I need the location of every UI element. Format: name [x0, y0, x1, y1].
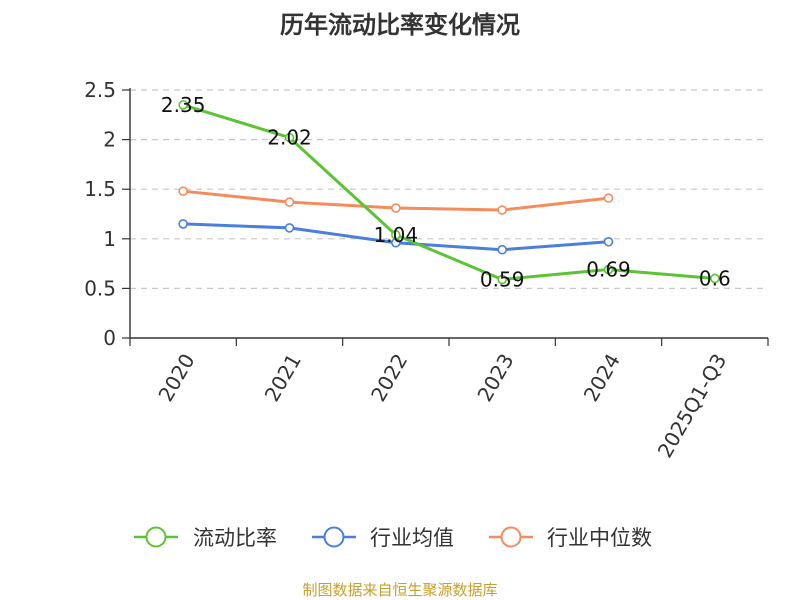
chart-title: 历年流动比率变化情况 [280, 11, 520, 39]
y-tick-label: 0 [103, 326, 116, 350]
data-point[interactable] [391, 203, 401, 213]
legend-label: 行业中位数 [547, 526, 652, 550]
legend-item[interactable]: 流动比率 [134, 526, 277, 550]
data-label: 0.59 [480, 267, 525, 291]
legend-label: 流动比率 [193, 526, 277, 550]
data-point[interactable] [710, 273, 720, 284]
x-tick-label: 2021 [260, 350, 306, 406]
y-tick-label: 2 [103, 128, 116, 152]
legend-label: 行业均值 [370, 526, 454, 550]
source-note: 制图数据来自恒生聚源数据库 [302, 581, 497, 599]
legend-marker [500, 526, 522, 548]
data-point[interactable] [178, 219, 188, 229]
series-line [182, 103, 715, 281]
legend[interactable]: 流动比率 行业均值 行业中位数 [134, 526, 652, 550]
data-point[interactable] [284, 223, 295, 233]
data-label: 1.04 [374, 223, 419, 247]
data-point[interactable] [391, 230, 401, 240]
y-tick-label: 2.5 [84, 78, 116, 102]
data-point[interactable] [284, 197, 295, 207]
data-point[interactable] [178, 186, 188, 196]
data-point[interactable] [178, 100, 188, 110]
data-point[interactable] [497, 244, 507, 255]
data-labels: 2.35 2.02 1.04 0.59 0.69 0.6 [161, 93, 731, 292]
data-label: 2.02 [267, 126, 312, 150]
x-tick-label: 2023 [472, 349, 518, 405]
series-group [178, 100, 720, 285]
legend-item[interactable]: 行业中位数 [489, 526, 652, 550]
x-tick-label: 2020 [153, 350, 199, 406]
x-tick-label: 2022 [366, 350, 412, 406]
data-point[interactable] [284, 132, 295, 143]
data-point[interactable] [497, 205, 507, 215]
legend-marker [145, 526, 167, 548]
data-label: 2.35 [161, 93, 206, 117]
x-tick-label: 2024 [579, 350, 625, 406]
data-point[interactable] [497, 274, 507, 285]
x-tick-label: 2025Q1-Q3 [653, 350, 732, 462]
data-point[interactable] [603, 264, 614, 275]
legend-item[interactable]: 行业均值 [312, 526, 454, 550]
data-point[interactable] [603, 236, 614, 247]
gridlines [130, 89, 768, 289]
data-label: 0.69 [586, 258, 631, 282]
y-tick-label: 1.5 [84, 177, 116, 201]
axes: 0 0.5 1 1.5 2 2.5 2020 2021 2022 2023 2024 2025Q1-Q… [84, 78, 769, 462]
y-tick-label: 0.5 [84, 276, 116, 300]
legend-marker [323, 526, 345, 548]
data-point[interactable] [603, 193, 614, 203]
y-tick-label: 1 [103, 227, 116, 251]
data-label: 0.6 [699, 266, 731, 290]
